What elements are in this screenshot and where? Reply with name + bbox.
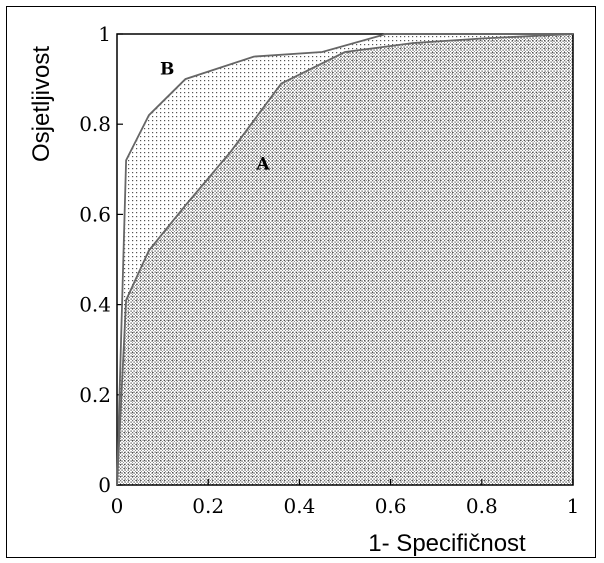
series-b-label: B (160, 60, 174, 80)
roc-chart: 0 0.2 0.4 0.6 0.8 1 0 0.2 0.4 0.6 0.8 1 B A Osjetl… (28, 22, 580, 557)
y-tick-label: 0.8 (79, 112, 111, 136)
series-a-label: A (255, 154, 270, 174)
area-under-curve-a (117, 34, 573, 485)
y-axis-ticks: 0 0.2 0.4 0.6 0.8 1 (79, 22, 123, 497)
x-tick-label: 0.6 (375, 494, 407, 518)
x-tick-label: 0.2 (192, 494, 224, 518)
y-tick-label: 0 (98, 473, 111, 497)
y-tick-label: 0.4 (79, 293, 111, 317)
plot-box (116, 33, 574, 486)
chart-frame: 0 0.2 0.4 0.6 0.8 1 0 0.2 0.4 0.6 0.8 1 B A Osjetl… (6, 6, 596, 558)
series-a-line (116, 33, 574, 486)
y-tick-label: 0.2 (79, 383, 111, 407)
x-tick-label: 0.8 (466, 494, 498, 518)
x-tick-label: 1 (567, 494, 580, 518)
series-b-line (116, 33, 573, 486)
y-tick-label: 0.6 (79, 202, 111, 226)
x-axis-ticks: 0 0.2 0.4 0.6 0.8 1 (111, 479, 580, 518)
x-axis-title: 1- Specifičnost (368, 530, 526, 557)
y-axis-title: Osjetljivost (28, 46, 55, 162)
x-tick-label: 0 (111, 494, 124, 518)
x-tick-label: 0.4 (283, 494, 315, 518)
y-tick-label: 1 (98, 22, 111, 46)
